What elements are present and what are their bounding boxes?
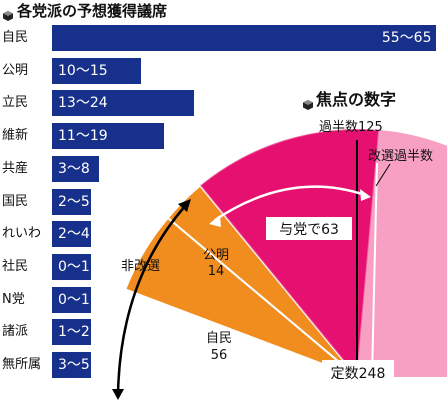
uncontested-arrow-head-top — [178, 199, 191, 212]
party-label: 共産 — [2, 160, 29, 176]
komeito-label: 公明 — [203, 248, 229, 263]
total-label-box — [322, 360, 394, 384]
party-label: 国民 — [2, 193, 29, 209]
bar-row: 公明 10〜15 — [0, 57, 447, 84]
party-label: れいわ — [2, 226, 42, 242]
seat-range-bar — [52, 352, 91, 378]
bar-row: 立民 13〜24 — [0, 90, 447, 117]
bar-row: N党 0〜1 — [0, 286, 447, 313]
majority-threshold-label: 過半数125 — [319, 120, 383, 135]
coalition-arrow-head — [360, 189, 371, 201]
cube-icon — [3, 6, 13, 21]
party-label: 公明 — [2, 62, 29, 78]
seat-range-bar — [52, 25, 436, 51]
seat-range-label: 11〜19 — [58, 128, 108, 145]
seat-range-label: 1〜2 — [58, 324, 90, 341]
party-label: N党 — [2, 291, 25, 307]
seat-range-label: 2〜4 — [58, 226, 90, 243]
komeito-value: 14 — [208, 264, 225, 279]
coalition-arrow — [214, 185, 366, 222]
party-label: 自民 — [2, 30, 29, 45]
seat-range-label: 3〜5 — [58, 357, 90, 373]
total-label: 定数248 — [331, 366, 386, 382]
bar-row: 自民 55〜65 — [0, 25, 447, 51]
party-label: 社民 — [2, 258, 29, 274]
seat-range-bar — [52, 90, 194, 117]
bar-row: 維新 11〜19 — [0, 123, 447, 150]
ldp-value: 56 — [211, 348, 228, 363]
coalition-label-box — [266, 217, 352, 240]
seat-range-label: 10〜15 — [58, 62, 108, 79]
seat-range-label: 55〜65 — [381, 30, 432, 46]
seat-range-label: 2〜5 — [58, 193, 90, 210]
seat-range-bar — [52, 319, 91, 346]
seat-range-bar — [52, 188, 91, 215]
seat-range-label: 13〜24 — [58, 95, 108, 112]
contested-majority-line — [371, 162, 378, 378]
contested-majority-pointer — [375, 163, 391, 187]
majority-beyond-slice — [357, 130, 447, 377]
bar-row: 国民 2〜5 — [0, 188, 447, 215]
bar-row: 無所属 3〜5 — [0, 352, 447, 378]
contested-majority-label: 改選過半数 — [368, 149, 433, 164]
party-label: 諸派 — [2, 324, 29, 340]
coalition-label: 与党で63 — [279, 222, 339, 238]
party-label: 立民 — [2, 95, 29, 111]
focus-chart-title: 焦点の数字 — [316, 90, 397, 109]
uncontested-arrow-head-bottom — [112, 389, 124, 400]
bars-chart-title: 各党派の予想獲得議席 — [17, 2, 168, 20]
party-label: 無所属 — [2, 357, 42, 372]
uncontested-label: 非改選 — [121, 259, 160, 274]
bar-row: 社民 0〜1 — [0, 253, 447, 280]
seat-range-bar — [52, 221, 91, 248]
coalition-arrow-tail — [209, 215, 221, 227]
uncontested-arrow — [116, 204, 187, 396]
seat-range-bar — [52, 57, 141, 84]
seat-range-label: 3〜8 — [58, 160, 90, 177]
bar-row: 諸派 1〜2 — [0, 319, 447, 346]
ldp-label: 自民 — [206, 331, 232, 346]
cube-icon — [303, 95, 313, 110]
bar-row: 共産 3〜8 — [0, 155, 447, 182]
coalition-overlay-slice — [200, 129, 380, 377]
seat-range-bar — [52, 155, 100, 182]
bar-row: れいわ 2〜4 — [0, 221, 447, 248]
party-label: 維新 — [2, 128, 29, 144]
seat-range-label: 0〜1 — [58, 258, 90, 275]
seat-range-bar — [52, 253, 91, 280]
seat-range-label: 0〜1 — [58, 291, 90, 308]
seat-range-bar — [52, 123, 165, 150]
seat-range-bar — [52, 286, 91, 313]
